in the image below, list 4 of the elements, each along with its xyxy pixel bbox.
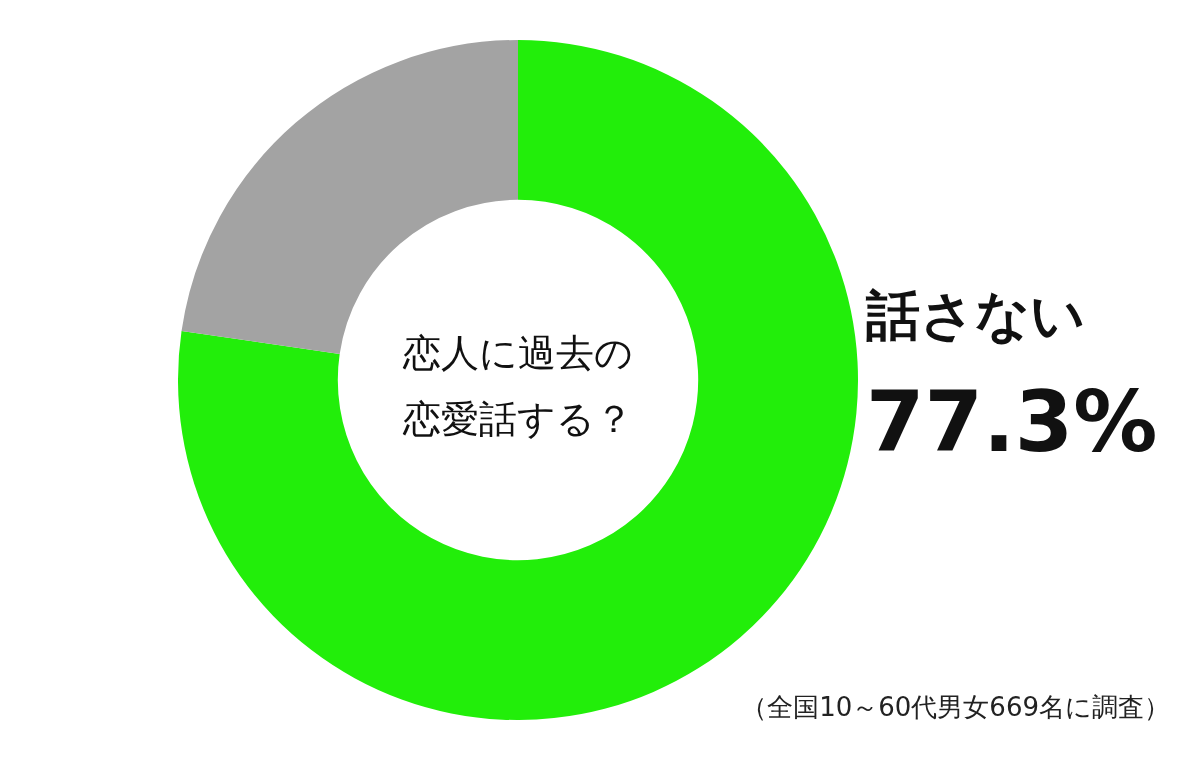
text: 恋人に過去の恋愛話する？	[402, 330, 634, 443]
slice-label: 話さない	[866, 283, 1086, 349]
data-label: 77.3%	[866, 373, 1159, 471]
text: （全国10～60代男女669名に調査）	[741, 691, 1170, 724]
